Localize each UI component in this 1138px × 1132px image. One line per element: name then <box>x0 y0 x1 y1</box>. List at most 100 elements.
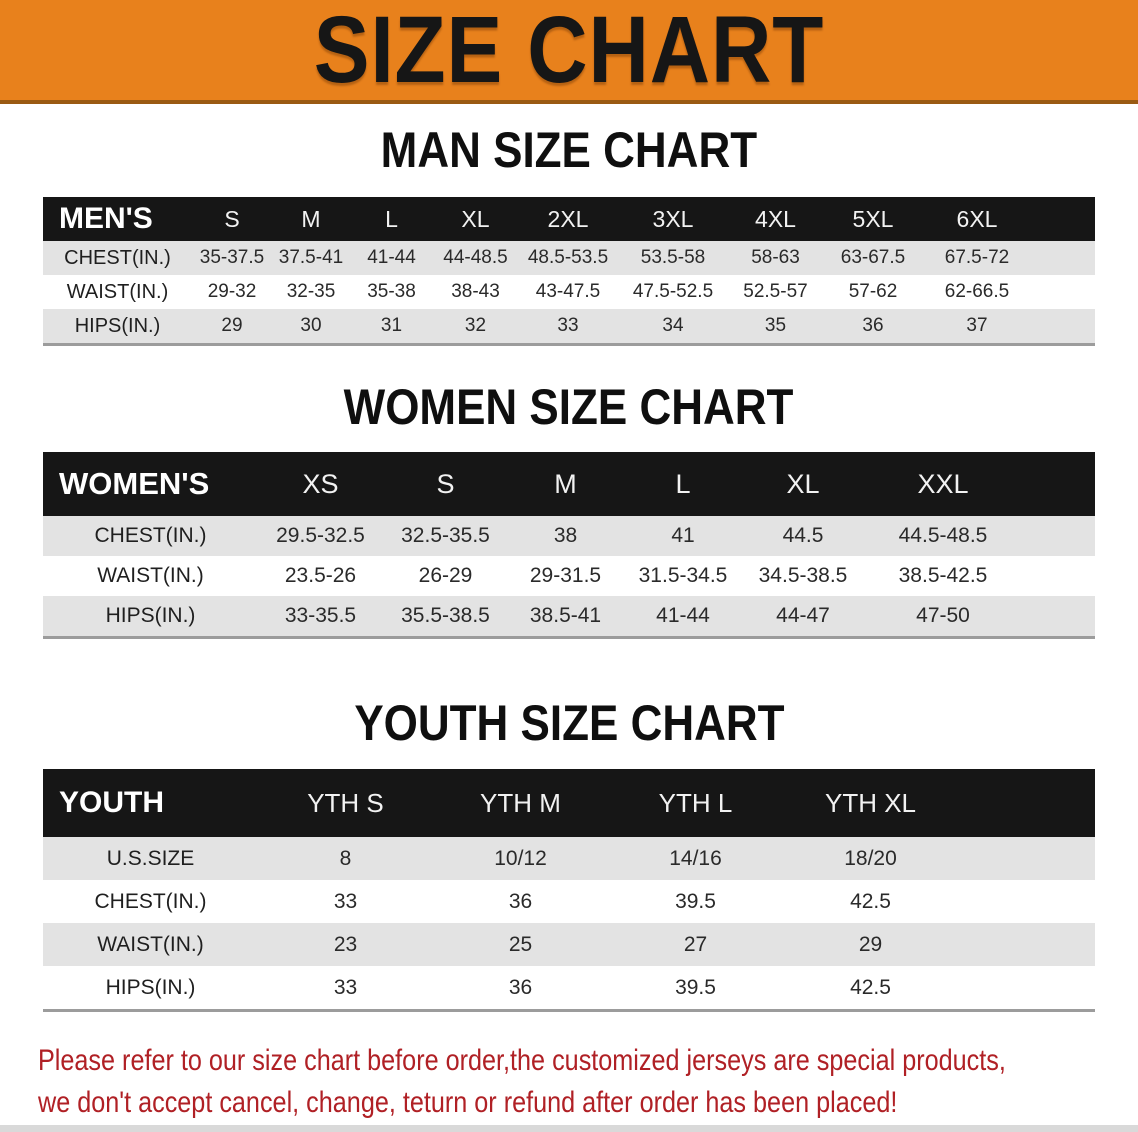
cell-value: 47-50 <box>916 604 970 627</box>
column-header: YTH M <box>480 787 561 818</box>
cell-value: 38.5-41 <box>529 604 602 627</box>
cell-value: 34 <box>662 315 684 336</box>
women-section: WOMEN SIZE CHART WOMEN'S XS S M L XL XXL CHEST(… <box>0 379 1138 639</box>
table-row: HIPS(IN.) 33 36 39.5 42.5 <box>43 966 1095 1009</box>
column-header: 2XL <box>547 205 589 232</box>
cell-value: 10/12 <box>494 846 547 870</box>
column-header: 5XL <box>852 205 894 232</box>
cell-value: 58-63 <box>751 247 800 268</box>
cell-value: 62-66.5 <box>944 281 1010 302</box>
cell-value: 44.5-48.5 <box>898 524 988 547</box>
cell-value: 42.5 <box>850 975 891 999</box>
cell-value: 43-47.5 <box>535 281 601 302</box>
cell-value: 38.5-42.5 <box>898 564 988 587</box>
disclaimer-line-1: Please refer to our size chart before or… <box>38 1044 1006 1077</box>
cell-value: 38-43 <box>451 281 500 302</box>
cell-value: 41 <box>671 524 695 547</box>
column-header: YTH S <box>307 787 384 818</box>
table-label: YOUTH <box>59 786 164 819</box>
youth-size-table: YOUTH YTH S YTH M YTH L YTH XL U.S.SIZE 8 10/12… <box>43 769 1095 1012</box>
column-header: M <box>301 205 321 232</box>
cell-value: 14/16 <box>669 846 722 870</box>
cell-value: 32-35 <box>286 281 336 302</box>
cell-value: 33 <box>557 315 579 336</box>
bottom-edge-strip <box>0 1125 1138 1132</box>
youth-section-heading: YOUTH SIZE CHART <box>0 695 1138 751</box>
women-size-table: WOMEN'S XS S M L XL XXL CHEST(IN.) 29.5-32.5 32.5… <box>43 452 1095 639</box>
cell-value: 29.5-32.5 <box>276 524 365 547</box>
cell-value: 35 <box>764 315 787 336</box>
cell-value: 42.5 <box>850 889 891 913</box>
cell-value: 26-29 <box>418 564 473 587</box>
table-header-row: MEN'S S M L XL 2XL 3XL 4XL 5XL 6XL <box>43 197 1095 241</box>
row-label: U.S.SIZE <box>106 846 195 870</box>
column-header: M <box>554 468 577 499</box>
cell-value: 52.5-57 <box>743 281 808 302</box>
row-label: HIPS(IN.) <box>105 604 196 627</box>
banner-title: SIZE CHART <box>313 0 825 103</box>
cell-value: 47.5-52.5 <box>632 281 714 302</box>
table-row: HIPS(IN.) 29 30 31 32 33 34 35 36 37 <box>43 309 1095 343</box>
column-header: 4XL <box>755 205 796 232</box>
column-header: L <box>385 205 398 232</box>
table-header-row: WOMEN'S XS S M L XL XXL <box>43 452 1095 516</box>
cell-value: 57-62 <box>848 281 898 302</box>
table-row: WAIST(IN.) 23 25 27 29 <box>43 923 1095 966</box>
table-label: WOMEN'S <box>59 466 210 501</box>
column-header: L <box>675 468 691 499</box>
table-row: WAIST(IN.) 23.5-26 26-29 29-31.5 31.5-34.5 34… <box>43 556 1095 596</box>
cell-value: 41-44 <box>367 247 416 268</box>
men-size-table: MEN'S S M L XL 2XL 3XL 4XL 5XL 6XL CHEST(IN.) 35-37… <box>43 197 1095 346</box>
disclaimer-line-2: we don't accept cancel, change, teturn o… <box>38 1086 898 1119</box>
cell-value: 33 <box>333 889 358 913</box>
table-label: MEN'S <box>59 202 153 235</box>
cell-value: 35-38 <box>367 281 416 302</box>
women-section-heading: WOMEN SIZE CHART <box>0 379 1138 435</box>
column-header: 6XL <box>956 205 998 232</box>
cell-value: 32 <box>464 315 487 336</box>
cell-value: 36 <box>508 975 533 999</box>
cell-value: 67.5-72 <box>944 247 1010 268</box>
table-header-row: YOUTH YTH S YTH M YTH L YTH XL <box>43 769 1095 837</box>
cell-value: 35.5-38.5 <box>401 604 490 627</box>
row-label: CHEST(IN.) <box>94 524 207 547</box>
row-label: WAIST(IN.) <box>66 280 169 303</box>
cell-value: 44-47 <box>776 604 830 627</box>
table-row: CHEST(IN.) 29.5-32.5 32.5-35.5 38 41 44.5 44.5… <box>43 516 1095 556</box>
column-header: XL <box>786 468 820 499</box>
cell-value: 29 <box>858 932 883 956</box>
table-row: U.S.SIZE 8 10/12 14/16 18/20 <box>43 837 1095 880</box>
cell-value: 41-44 <box>656 604 710 627</box>
cell-value: 29 <box>221 315 243 336</box>
column-header: YTH XL <box>824 787 917 818</box>
column-header: XL <box>461 205 490 232</box>
row-label: WAIST(IN.) <box>97 932 204 956</box>
cell-value: 25 <box>508 932 533 956</box>
table-row: WAIST(IN.) 29-32 32-35 35-38 38-43 43-47.5 47.… <box>43 275 1095 309</box>
cell-value: 44.5 <box>782 524 824 547</box>
cell-value: 31 <box>380 315 403 336</box>
cell-value: 34.5-38.5 <box>758 564 848 587</box>
column-header: XXL <box>917 468 969 499</box>
cell-value: 33 <box>333 975 358 999</box>
column-header: S <box>224 205 240 232</box>
cell-value: 48.5-53.5 <box>527 247 609 268</box>
row-label: HIPS(IN.) <box>105 975 196 999</box>
column-header: XS <box>302 468 339 499</box>
women-section-heading-text: WOMEN SIZE CHART <box>344 379 794 435</box>
men-section: MAN SIZE CHART MEN'S S M L XL 2XL 3XL 4XL 5XL 6XL… <box>0 122 1138 346</box>
row-label: WAIST(IN.) <box>97 564 204 587</box>
row-label: CHEST(IN.) <box>64 246 171 269</box>
cell-value: 39.5 <box>675 975 716 999</box>
cell-value: 27 <box>683 932 708 956</box>
cell-value: 39.5 <box>675 889 716 913</box>
men-section-heading-text: MAN SIZE CHART <box>380 122 758 178</box>
column-header: YTH L <box>658 787 733 818</box>
cell-value: 33-35.5 <box>284 604 357 627</box>
disclaimer: Please refer to our size chart before or… <box>0 1040 1138 1124</box>
cell-value: 23.5-26 <box>284 564 357 587</box>
cell-value: 36 <box>862 315 884 336</box>
cell-value: 23 <box>333 932 358 956</box>
column-header: 3XL <box>652 205 694 232</box>
